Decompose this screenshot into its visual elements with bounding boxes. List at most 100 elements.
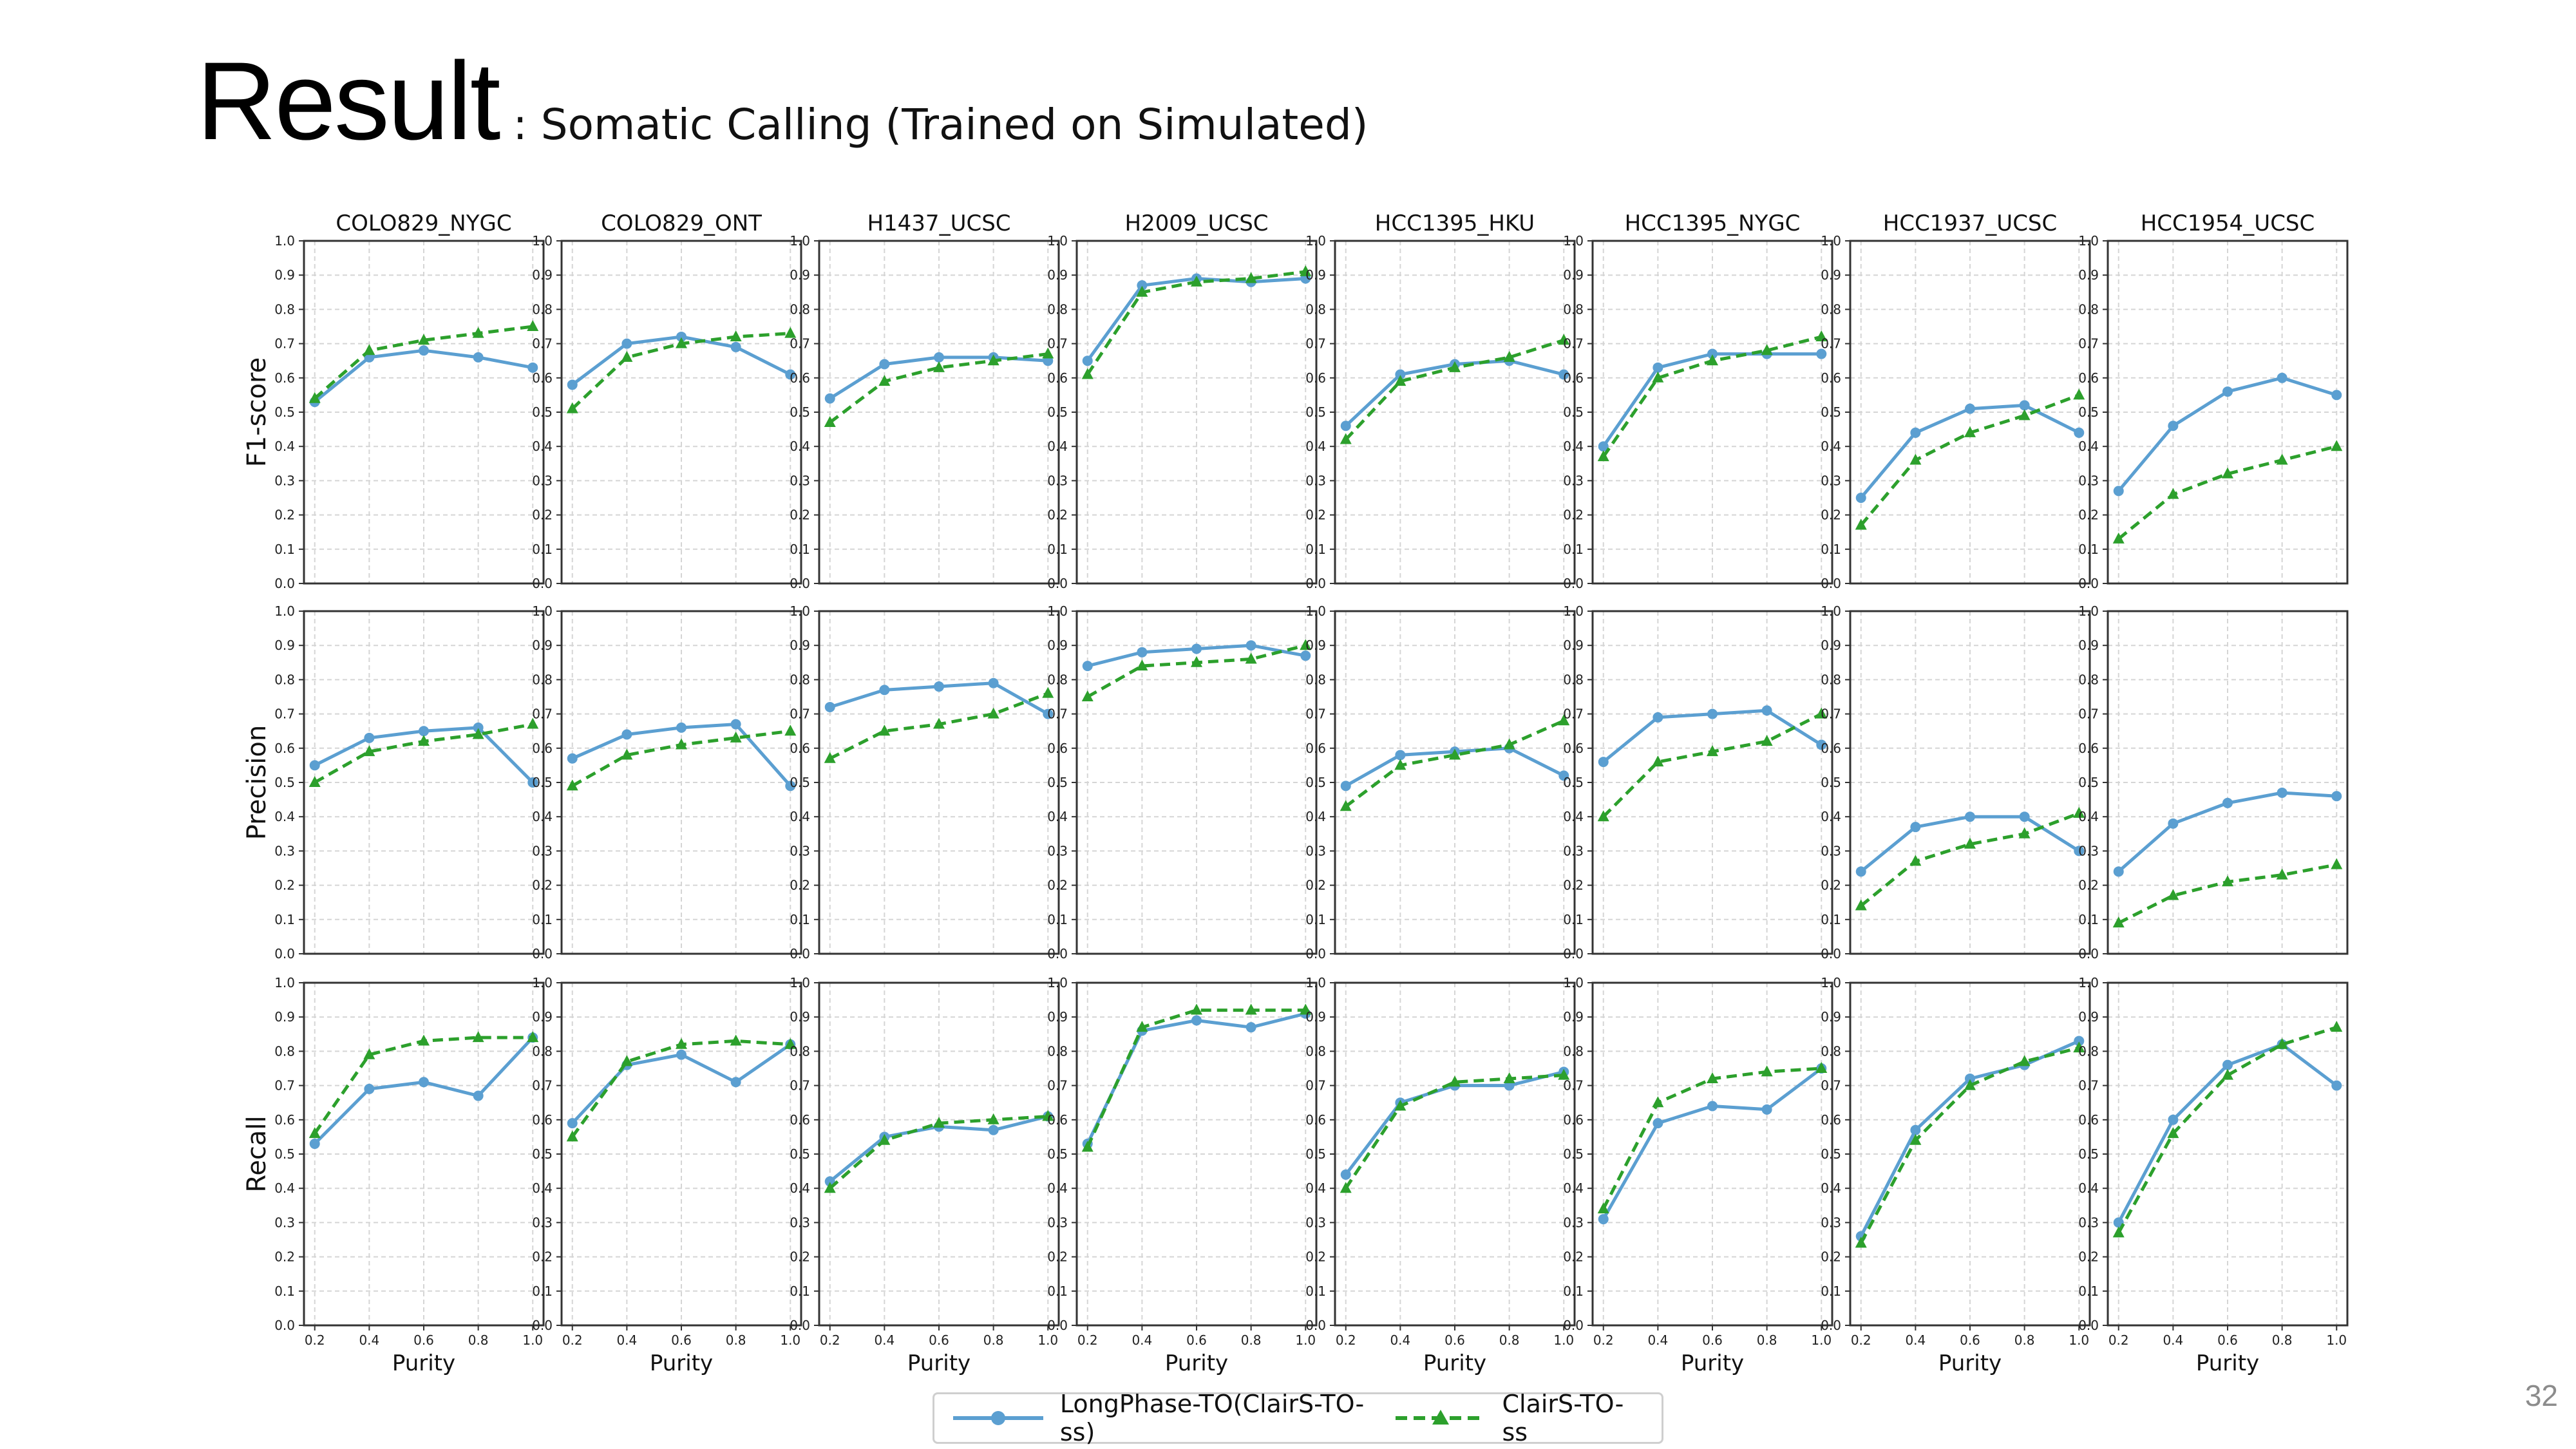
data-point-series-1 [1137, 280, 1148, 291]
data-point-series-2 [933, 717, 945, 729]
data-point-series-2 [1652, 371, 1664, 383]
tick-label-x: 1.0 [522, 1332, 543, 1348]
data-point-series-1 [988, 677, 999, 688]
tick-label-y: 0.3 [1305, 473, 1326, 488]
tick-label-y: 0.1 [274, 542, 295, 557]
tick-label-y: 0.1 [1563, 1283, 1584, 1299]
slide-title: Result: Somatic Calling (Trained on Simu… [196, 37, 1368, 165]
tick-label-y: 0.6 [2078, 1112, 2099, 1128]
tick-label-x: 0.4 [359, 1332, 379, 1348]
legend-swatch-dashed-triangle [1395, 1410, 1486, 1425]
tick-label-x: 0.8 [2014, 1332, 2035, 1348]
data-point-series-2 [1855, 1236, 1867, 1248]
data-point-series-2 [1394, 759, 1406, 770]
data-point-series-2 [933, 1117, 945, 1128]
data-point-series-2 [1191, 1003, 1202, 1015]
tick-label-x: 0.6 [2217, 1332, 2238, 1348]
tick-label-y: 0.4 [274, 1180, 295, 1196]
tick-label-y: 0.8 [2078, 1043, 2099, 1059]
tick-label-x: 1.0 [1295, 1332, 1316, 1348]
data-point-series-1 [567, 753, 578, 764]
tick-label-y: 0.6 [1563, 370, 1584, 386]
tick-label-x: 0.4 [1905, 1332, 1926, 1348]
tick-label-y: 0.9 [274, 638, 295, 653]
tick-label-y: 0.5 [274, 404, 295, 420]
data-point-series-2 [527, 320, 539, 331]
tick-label-x: 0.2 [562, 1332, 583, 1348]
data-point-series-2 [1707, 354, 1718, 366]
data-point-series-2 [1597, 810, 1609, 822]
tick-label-y: 1.0 [790, 603, 810, 619]
data-point-series-2 [1081, 690, 1094, 701]
panel-precision-colo829_ont: 0.0 0.1 0.2 0.3 0.4 0.5 0.6 0.7 0.8 0.9 1.0 [532, 603, 802, 961]
data-point-series-1 [567, 379, 578, 390]
x-axis-label: Purity [650, 1350, 713, 1376]
tick-label-y: 0.7 [274, 1078, 295, 1094]
panel-f1-score-hcc1395_nygc: 0.0 0.1 0.2 0.3 0.4 0.5 0.6 0.7 0.8 0.9 1.0 HCC1395… [1563, 211, 1833, 591]
tick-label-y: 0.5 [274, 775, 295, 790]
tick-label-y: 0.4 [790, 1180, 810, 1196]
data-point-series-2 [363, 344, 375, 355]
tick-label-y: 1.0 [1821, 603, 1841, 619]
tick-label-x: 0.2 [820, 1332, 840, 1348]
tick-label-y: 0.1 [790, 542, 810, 557]
tick-label-y: 0.7 [2078, 336, 2099, 352]
data-point-series-1 [1043, 708, 1054, 719]
panel-frame [1334, 981, 1576, 1327]
tick-label-y: 0.8 [274, 1043, 295, 1059]
tick-label-y: 1.0 [1305, 603, 1326, 619]
tick-label-y: 0.2 [1305, 1249, 1326, 1265]
data-point-series-2 [1761, 1065, 1773, 1077]
tick-label-y: 0.9 [790, 267, 810, 283]
panel-recall-hcc1954_ucsc: 0.0 0.1 0.2 0.3 0.4 0.5 0.6 0.7 0.8 0.9 1.0 0.2 0.4 0… [2078, 975, 2349, 1376]
tick-label-y: 0.7 [1047, 1078, 1068, 1094]
panel-frame [560, 240, 802, 585]
tick-label-y: 0.8 [274, 301, 295, 317]
tick-label-y: 0.3 [790, 843, 810, 858]
tick-label-y: 0.2 [1563, 1249, 1584, 1265]
tick-label-y: 0.4 [1821, 1180, 1841, 1196]
tick-label-y: 0.8 [1047, 1043, 1068, 1059]
data-point-series-2 [1761, 735, 1773, 746]
data-point-series-1 [1653, 712, 1663, 723]
data-point-series-1 [785, 781, 796, 791]
tick-label-y: 0.9 [532, 638, 553, 653]
data-point-series-2 [1191, 275, 1202, 287]
data-point-series-2 [1815, 707, 1828, 719]
panel-title: H1437_UCSC [867, 211, 1010, 236]
panel-title: COLO829_NYGC [336, 211, 511, 236]
panel-frame [1591, 981, 1833, 1327]
tick-label-y: 0.6 [532, 1112, 553, 1128]
tick-label-y: 1.0 [1305, 975, 1326, 990]
tick-label-y: 0.6 [1047, 370, 1068, 386]
tick-label-y: 0.5 [2078, 1146, 2099, 1162]
data-point-series-2 [1340, 800, 1352, 811]
tick-label-y: 0.4 [2078, 439, 2099, 454]
page-number: 32 [2524, 1379, 2558, 1412]
data-point-series-1 [730, 341, 741, 352]
tick-label-y: 0.8 [532, 672, 553, 687]
data-point-series-2 [1597, 450, 1609, 462]
data-point-series-2 [1042, 687, 1054, 698]
tick-label-y: 0.1 [1563, 542, 1584, 557]
data-point-series-1 [730, 1077, 741, 1088]
data-point-series-2 [824, 415, 836, 427]
data-point-series-1 [2113, 866, 2124, 877]
data-point-series-1 [1191, 643, 1202, 654]
tick-label-y: 1.0 [274, 975, 295, 990]
tick-label-y: 0.3 [790, 1215, 810, 1230]
tick-label-y: 0.6 [1047, 1112, 1068, 1128]
tick-label-y: 0.2 [1047, 1249, 1068, 1265]
panel-frame [1849, 240, 2091, 585]
panel-f1-score-colo829_ont: 0.0 0.1 0.2 0.3 0.4 0.5 0.6 0.7 0.8 0.9 1.0 COLO829… [532, 211, 802, 591]
tick-label-y: 0.0 [1563, 576, 1584, 591]
tick-label-y: 0.2 [790, 507, 810, 523]
x-axis-label: Purity [1938, 1350, 2002, 1376]
tick-label-y: 0.5 [1563, 404, 1584, 420]
tick-label-y: 0.2 [1047, 878, 1068, 893]
tick-label-y: 1.0 [532, 603, 553, 619]
tick-label-y: 0.0 [790, 576, 810, 591]
tick-label-x: 0.6 [1444, 1332, 1465, 1348]
tick-label-y: 0.5 [1821, 404, 1841, 420]
